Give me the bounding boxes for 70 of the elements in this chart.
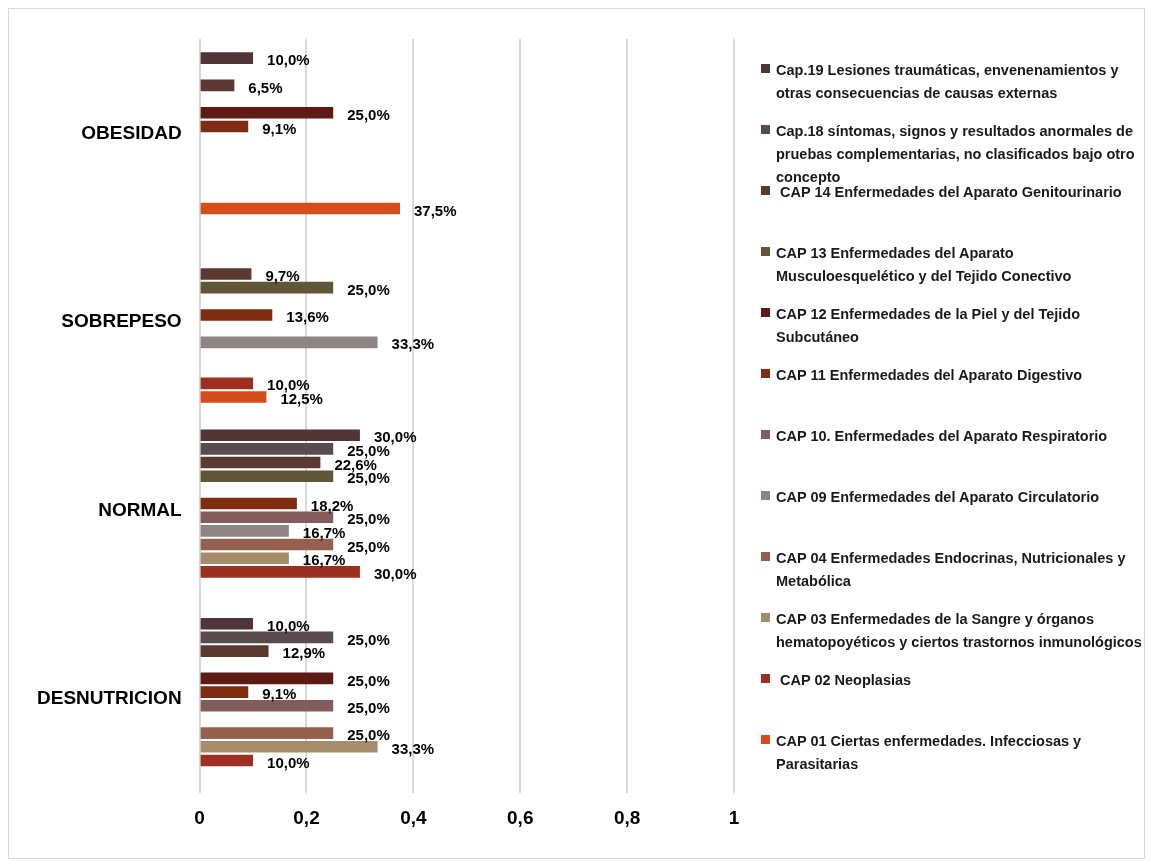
data-label: 25,0% bbox=[347, 105, 390, 123]
bar bbox=[200, 754, 254, 767]
bar bbox=[200, 727, 334, 739]
bar bbox=[200, 429, 360, 441]
bar bbox=[200, 309, 273, 321]
data-label: 30,0% bbox=[373, 565, 417, 583]
data-label: 9,7% bbox=[265, 267, 300, 285]
legend-label: CAP 12 Enfermedades de la Piel y del Tejido Subcutáneo bbox=[776, 305, 1082, 347]
x-tick-label: 0,8 bbox=[613, 806, 641, 828]
data-label: 37,5% bbox=[414, 201, 457, 219]
bar bbox=[200, 79, 235, 92]
x-tick-label: 0,4 bbox=[400, 806, 427, 828]
legend-label: CAP 02 Neoplasias bbox=[779, 671, 912, 690]
y-tick-label: DESNUTRICION bbox=[36, 687, 182, 709]
bar bbox=[200, 443, 334, 455]
data-label: 25,0% bbox=[347, 280, 390, 298]
y-tick-label: NORMAL bbox=[98, 498, 182, 520]
bar bbox=[200, 456, 321, 469]
bar bbox=[200, 497, 297, 510]
data-label: 25,0% bbox=[347, 726, 390, 744]
bar bbox=[200, 336, 378, 349]
bar bbox=[200, 377, 254, 390]
bar bbox=[200, 525, 289, 537]
legend-label: Cap.18 síntomas, signos y resultados anormales de pruebas complementarias, no clasificados bajo otro concepto bbox=[776, 122, 1136, 186]
legend-label: CAP 14 Enfermedades del Aparato Genitourinario bbox=[780, 184, 1122, 202]
data-label: 9,1% bbox=[262, 685, 297, 703]
bar bbox=[200, 552, 289, 565]
bar bbox=[200, 391, 267, 403]
x-tick-label: 0 bbox=[194, 806, 205, 828]
data-label: 33,3% bbox=[391, 335, 435, 353]
bar bbox=[200, 617, 254, 630]
data-label: 25,0% bbox=[347, 537, 390, 555]
bar bbox=[200, 202, 401, 215]
bar bbox=[200, 120, 249, 133]
bar bbox=[200, 106, 334, 119]
y-tick-label: OBESIDAD bbox=[81, 121, 182, 143]
data-label: 10,0% bbox=[267, 376, 310, 394]
legend-label: CAP 10. Enfermedades del Aparato Respiratorio bbox=[776, 427, 1108, 446]
data-label: 10,0% bbox=[267, 51, 310, 69]
bar bbox=[200, 470, 334, 483]
legend-label: CAP 11 Enfermedades del Aparato Digestivo bbox=[776, 366, 1083, 385]
bar bbox=[200, 52, 254, 64]
data-label: 25,0% bbox=[347, 671, 390, 689]
bar bbox=[200, 645, 269, 657]
bar bbox=[200, 686, 249, 698]
legend-label: CAP 04 Enfermedades Endocrinas, Nutricionales y Metabólica bbox=[776, 549, 1127, 591]
y-tick-label: SOBREPESO bbox=[61, 310, 182, 332]
data-label: 6,5% bbox=[248, 78, 283, 96]
data-label: 13,6% bbox=[286, 308, 329, 326]
x-tick-label: 1 bbox=[728, 806, 740, 828]
data-label: 16,7% bbox=[302, 524, 346, 542]
data-label: 10,0% bbox=[267, 616, 310, 634]
legend-label: CAP 09 Enfermedades del Aparato Circulatorio bbox=[776, 488, 1100, 507]
legend-label: CAP 13 Enfermedades del Aparato Musculoesquelético y del Tejido Conectivo bbox=[776, 244, 1073, 286]
data-label: 33,3% bbox=[391, 739, 435, 757]
data-label: 30,0% bbox=[373, 428, 417, 446]
data-label: 25,0% bbox=[347, 698, 390, 716]
data-label: 16,7% bbox=[302, 551, 346, 569]
legend-label: CAP 01 Ciertas enfermedades. Infecciosas y Parasitarias bbox=[776, 732, 1083, 774]
data-label: 10,0% bbox=[267, 753, 310, 771]
legend-label: Cap.19 Lesiones traumáticas, envenenamientos y otras consecuencias de causas externas bbox=[776, 61, 1120, 103]
data-label: 12,9% bbox=[282, 644, 326, 662]
x-tick-label: 0,2 bbox=[293, 806, 320, 828]
bar bbox=[200, 268, 252, 280]
data-label: 25,0% bbox=[347, 630, 390, 648]
x-tick-label: 0,6 bbox=[507, 806, 534, 828]
data-label: 9,1% bbox=[262, 119, 297, 137]
bar bbox=[200, 672, 334, 685]
legend-label: CAP 03 Enfermedades de la Sangre y órganos hematopoyéticos y ciertos trastornos inmunológicos bbox=[776, 610, 1143, 652]
bar bbox=[200, 566, 360, 578]
